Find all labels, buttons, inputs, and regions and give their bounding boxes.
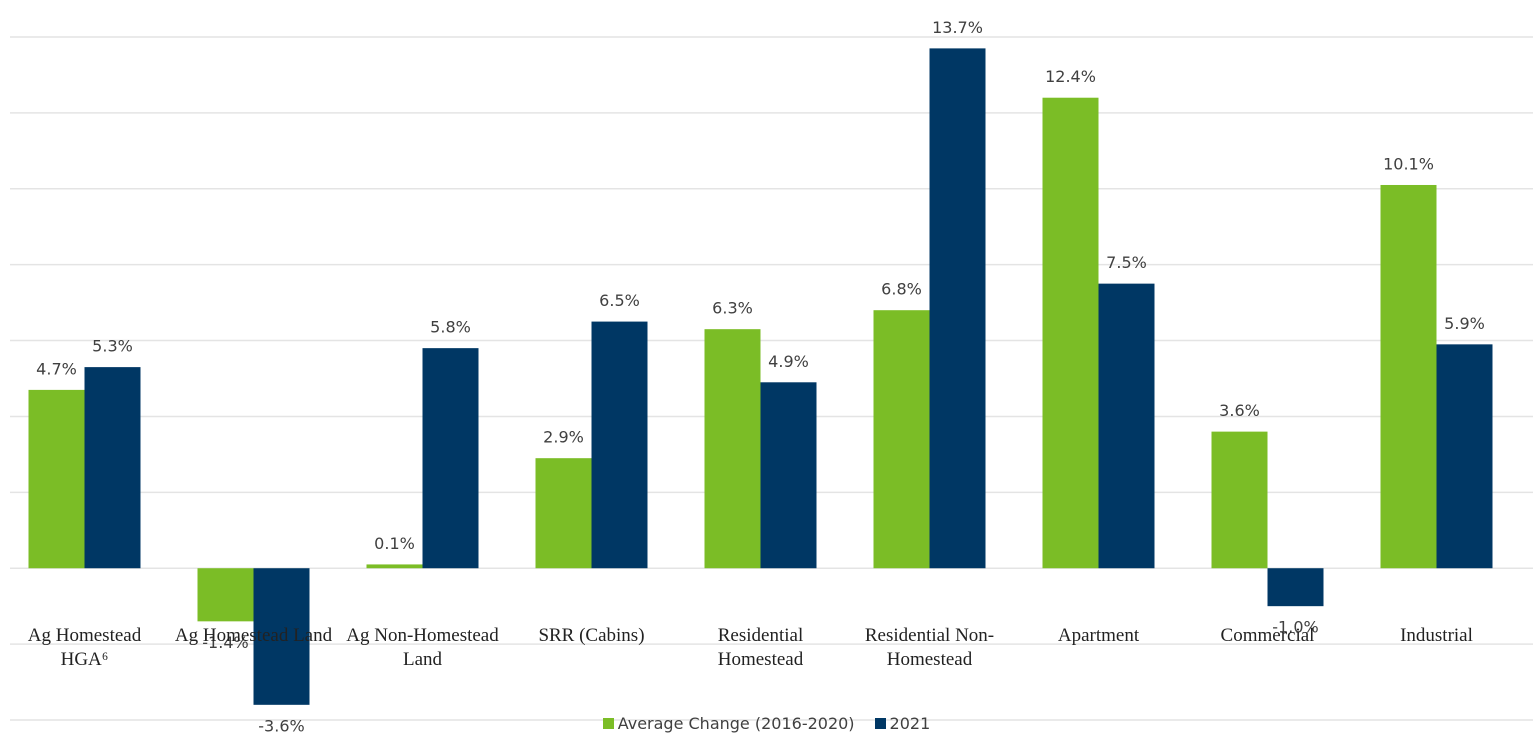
value-label: 5.3% [92,337,133,356]
value-label: 2.9% [543,428,584,447]
value-label: 4.9% [768,352,809,371]
legend-item: Average Change (2016-2020) [602,714,855,733]
bar [366,564,423,569]
value-label: 10.1% [1383,154,1434,173]
bar [535,458,592,569]
value-label: 6.5% [599,291,640,310]
value-label: 3.6% [1219,401,1260,420]
value-label: 12.4% [1045,67,1096,86]
x-tick-label: Apartment [1057,625,1140,647]
bar [1211,431,1268,569]
bar [1098,283,1155,569]
bar [28,389,85,569]
value-label: 0.1% [374,534,415,553]
bar [197,568,254,622]
value-label: -1.0% [1272,618,1318,637]
value-label: 5.9% [1444,314,1485,333]
x-tick-label: Ag Homestead Land [174,625,333,647]
value-label: 4.7% [36,359,77,378]
value-label: 6.3% [712,299,753,318]
legend-swatch [874,718,886,729]
bar [422,348,479,569]
legend-swatch [602,718,614,729]
x-tick-label: Ag Homestead HGA⁶ [27,625,142,671]
bar [1042,97,1099,569]
bar [1267,568,1324,607]
value-label: 6.8% [881,280,922,299]
bar [591,321,648,569]
legend-label: Average Change (2016-2020) [617,714,855,733]
legend-item: 2021 [874,714,931,733]
x-tick-label: Commercial [1220,625,1315,647]
bar [873,310,930,569]
value-label: -3.6% [258,716,304,735]
bar [704,329,761,569]
bar [253,568,310,705]
value-label: -1.4% [202,633,248,652]
x-tick-label: Industrial [1400,625,1473,647]
x-tick-label: Residential Non-Homestead [864,625,995,671]
bar [929,48,986,569]
bar [1436,344,1493,569]
x-tick-label: Ag Non-Homestead Land [346,625,499,671]
bar [760,382,817,569]
value-label: 7.5% [1106,253,1147,272]
value-label: 5.8% [430,318,471,337]
legend: Average Change (2016-2020) 2021 [0,714,1533,733]
x-tick-label: SRR (Cabins) [538,625,645,647]
bar [84,367,141,569]
value-label: 13.7% [932,18,983,37]
bar [1380,184,1437,569]
x-tick-label: Residential Homestead [717,625,804,671]
legend-label: 2021 [889,714,931,733]
